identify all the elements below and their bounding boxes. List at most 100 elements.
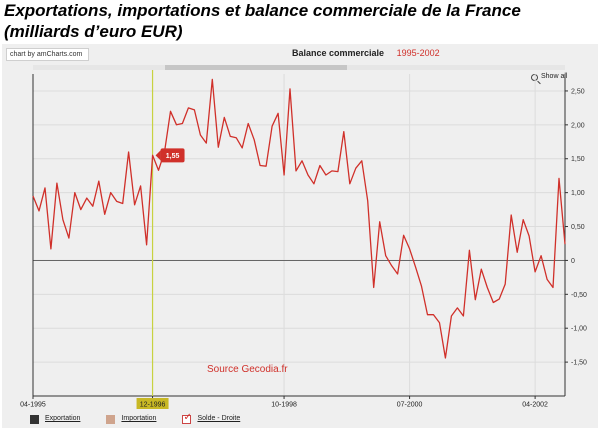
x-tick-label-1: 12-1996 bbox=[140, 402, 166, 409]
data-point bbox=[444, 357, 446, 359]
data-point bbox=[44, 187, 46, 189]
data-point bbox=[235, 137, 237, 139]
data-point bbox=[289, 88, 291, 90]
data-point bbox=[211, 78, 213, 80]
data-point bbox=[121, 202, 123, 204]
data-point bbox=[486, 286, 488, 288]
data-point bbox=[133, 204, 135, 206]
data-point bbox=[558, 177, 560, 179]
data-point bbox=[426, 313, 428, 315]
legend-item-importation[interactable]: Importation bbox=[106, 412, 156, 426]
data-point bbox=[432, 313, 434, 315]
data-point bbox=[301, 160, 303, 162]
data-point bbox=[145, 244, 147, 246]
amcharts-credit[interactable]: chart by amCharts.com bbox=[6, 48, 89, 61]
data-point bbox=[408, 248, 410, 250]
data-point bbox=[223, 116, 225, 118]
data-point bbox=[522, 219, 524, 221]
y-tick-label-7: -1,00 bbox=[571, 326, 587, 333]
data-point bbox=[247, 122, 249, 124]
data-point bbox=[420, 285, 422, 287]
data-point bbox=[325, 174, 327, 176]
y-tick-label-8: -1,50 bbox=[571, 360, 587, 367]
data-point bbox=[265, 165, 267, 167]
y-tick-label-6: -0,50 bbox=[571, 292, 587, 299]
y-tick-label-0: 2,50 bbox=[571, 88, 585, 95]
data-point bbox=[456, 307, 458, 309]
show-all-label: Show all bbox=[541, 73, 568, 80]
data-point bbox=[271, 125, 273, 127]
data-point bbox=[361, 160, 363, 162]
x-tick-label-0: 04-1995 bbox=[20, 402, 46, 409]
data-point bbox=[552, 286, 554, 288]
data-point bbox=[534, 271, 536, 273]
cursor-balloon-box bbox=[160, 148, 185, 163]
show-all-button[interactable]: Show all bbox=[531, 71, 567, 83]
chart-panel bbox=[2, 44, 598, 428]
data-point bbox=[253, 139, 255, 141]
data-point bbox=[355, 167, 357, 169]
legend-swatch-exportation bbox=[30, 414, 39, 424]
data-point bbox=[492, 301, 494, 303]
data-point bbox=[139, 185, 141, 187]
y-tick-label-2: 1,50 bbox=[571, 156, 585, 163]
data-point bbox=[390, 265, 392, 267]
data-point bbox=[295, 170, 297, 172]
data-point bbox=[169, 110, 171, 112]
data-point bbox=[193, 109, 195, 111]
legend-label-exportation: Exportation bbox=[45, 415, 81, 422]
data-point bbox=[343, 130, 345, 132]
data-point bbox=[92, 205, 94, 207]
data-point bbox=[349, 183, 351, 185]
data-point bbox=[396, 273, 398, 275]
legend-item-exportation[interactable]: Exportation bbox=[30, 412, 80, 426]
data-point bbox=[80, 208, 82, 210]
data-point bbox=[319, 164, 321, 166]
data-point bbox=[283, 174, 285, 176]
legend-label-solde: Solde - Droite bbox=[197, 415, 241, 422]
data-point bbox=[378, 221, 380, 223]
chart-subtitle: 1995-2002 bbox=[396, 48, 440, 58]
page-title: Exportations, importations et balance co… bbox=[4, 1, 521, 41]
data-point bbox=[110, 191, 112, 193]
legend-item-solde[interactable]: ✓ Solde - Droite bbox=[182, 412, 240, 426]
data-point bbox=[157, 169, 159, 171]
legend: Exportation Importation ✓ Solde - Droite bbox=[30, 412, 266, 426]
data-point bbox=[546, 278, 548, 280]
y-tick-label-3: 1,00 bbox=[571, 190, 585, 197]
data-point bbox=[474, 299, 476, 301]
data-point bbox=[307, 174, 309, 176]
data-point bbox=[528, 235, 530, 237]
data-point bbox=[468, 249, 470, 251]
data-point bbox=[462, 315, 464, 317]
source-note: Source Gecodia.fr bbox=[207, 364, 288, 375]
data-point bbox=[115, 200, 117, 202]
chart-scrollbar-thumb[interactable] bbox=[165, 65, 347, 70]
cursor-balloon-pointer bbox=[155, 150, 161, 161]
data-point bbox=[151, 154, 153, 156]
data-point bbox=[68, 237, 70, 239]
data-point bbox=[564, 243, 566, 245]
chart-title-text: Balance commerciale bbox=[292, 48, 385, 58]
data-point bbox=[199, 134, 201, 136]
data-point bbox=[187, 107, 189, 109]
legend-swatch-importation bbox=[106, 414, 116, 424]
data-point bbox=[229, 135, 231, 137]
data-point bbox=[438, 322, 440, 324]
legend-checkbox-solde: ✓ bbox=[182, 411, 192, 424]
data-point bbox=[540, 254, 542, 256]
zoom-out-icon bbox=[531, 73, 538, 81]
cursor-balloon-label: 1,55 bbox=[166, 153, 180, 160]
data-point bbox=[510, 214, 512, 216]
data-point bbox=[259, 164, 261, 166]
legend-label-importation: Importation bbox=[121, 415, 157, 422]
data-point bbox=[337, 170, 339, 172]
data-point bbox=[205, 142, 207, 144]
data-point bbox=[450, 315, 452, 317]
data-point bbox=[175, 124, 177, 126]
data-point bbox=[241, 147, 243, 149]
y-tick-label-1: 2,00 bbox=[571, 122, 585, 129]
series-line-solde bbox=[32, 78, 566, 359]
check-icon: ✓ bbox=[183, 411, 192, 423]
